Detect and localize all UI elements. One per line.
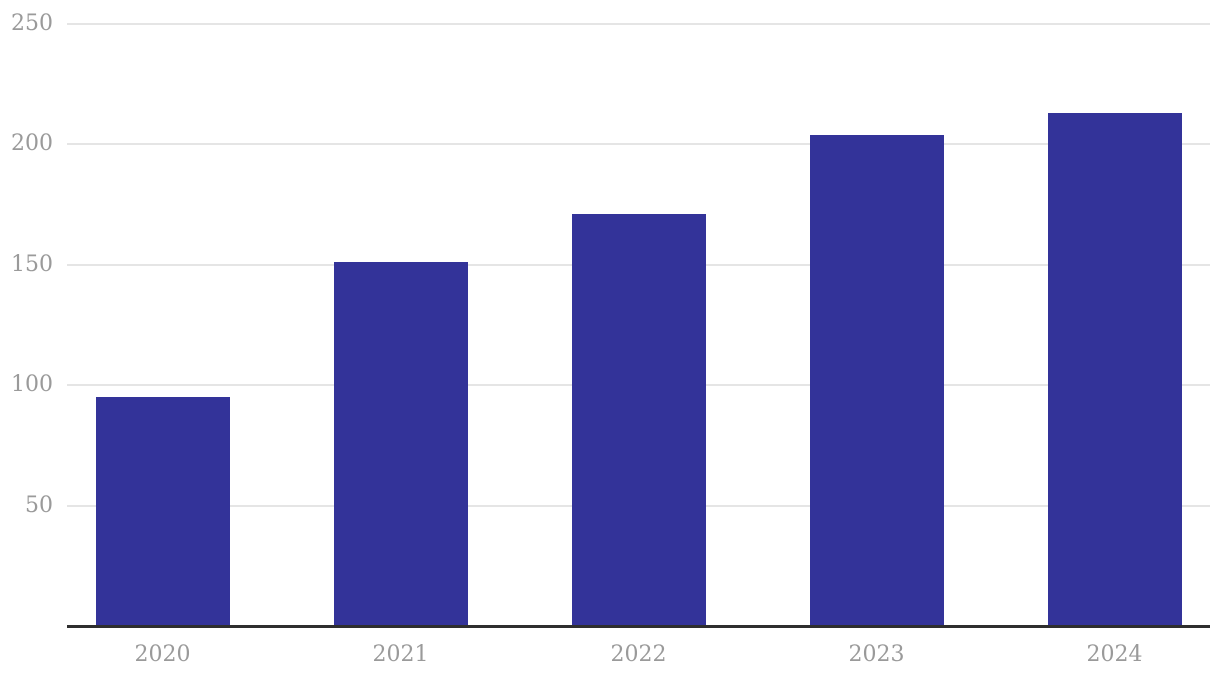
bar-2024 <box>1047 113 1182 626</box>
x-tick-label: 2021 <box>372 642 429 667</box>
x-tick-label: 2023 <box>848 642 905 667</box>
y-tick-label: 100 <box>11 372 53 398</box>
bar-2023 <box>809 134 944 626</box>
x-tick-label: 2020 <box>134 642 191 667</box>
y-tick-label: 50 <box>25 492 53 518</box>
x-tick-label: 2022 <box>610 642 667 667</box>
x-tick-label: 2024 <box>1086 642 1143 667</box>
y-tick-label: 200 <box>11 131 53 157</box>
gridline-250 <box>67 23 1210 25</box>
bar-2021 <box>333 262 468 626</box>
y-tick-label: 150 <box>11 251 53 277</box>
gridline-200 <box>67 143 1210 146</box>
x-axis-line <box>67 625 1210 628</box>
bar-2020 <box>95 397 230 626</box>
bar-2022 <box>571 214 706 626</box>
y-tick-label: 250 <box>11 11 53 36</box>
